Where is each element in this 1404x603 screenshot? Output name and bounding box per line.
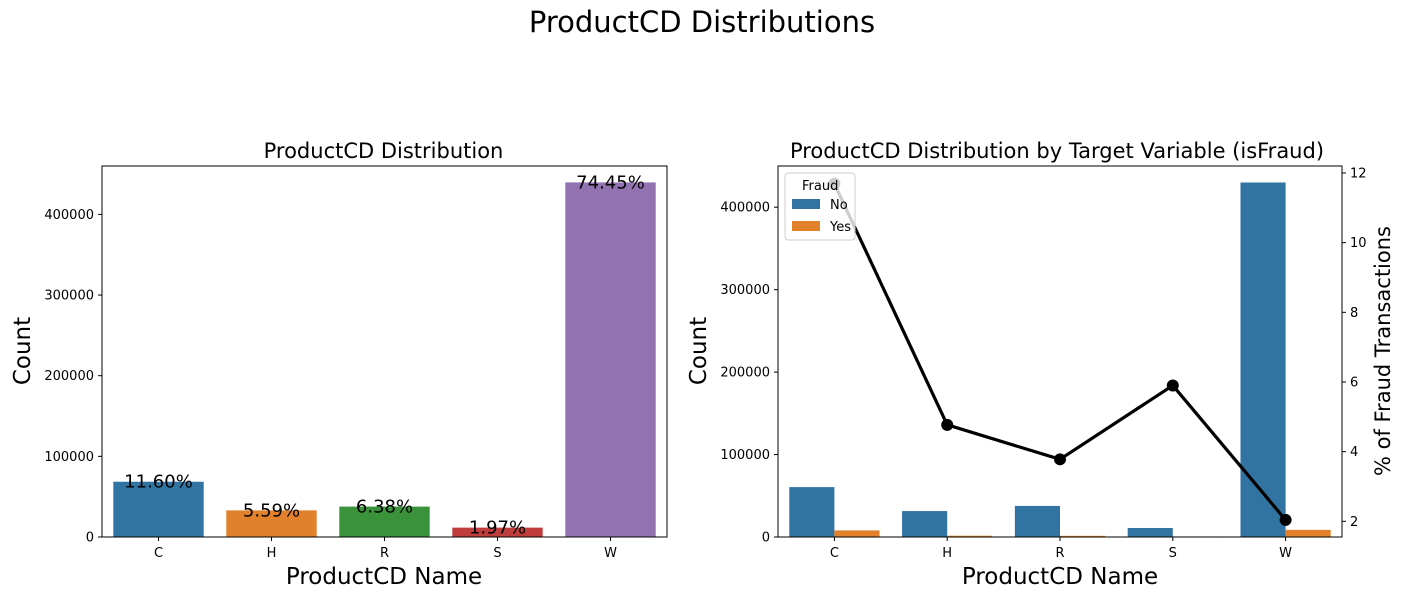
legend-label-no: No bbox=[830, 198, 848, 213]
x-axis-label: ProductCD Name bbox=[962, 564, 1158, 590]
y-axis-label: Count bbox=[686, 317, 712, 385]
fraud-percentage-line bbox=[828, 177, 1292, 526]
plot-frame bbox=[777, 165, 1343, 538]
x-axis-label: ProductCD Name bbox=[286, 564, 482, 590]
y-tick-label: 0 bbox=[762, 531, 770, 546]
bar-label-S: 1.97% bbox=[469, 518, 526, 539]
x-tick-label: S bbox=[1169, 546, 1177, 561]
fraud-line-path bbox=[832, 183, 1287, 521]
x-tick-label: H bbox=[267, 546, 277, 561]
x-tick-label: W bbox=[604, 546, 617, 561]
bar-H-no bbox=[902, 511, 948, 537]
bar-C-yes bbox=[834, 530, 880, 537]
bar-label-R: 6.38% bbox=[356, 497, 413, 518]
x-tick-label: R bbox=[1055, 546, 1064, 561]
legend-title: Fraud bbox=[802, 179, 838, 194]
bar-S-no bbox=[1127, 527, 1173, 537]
y2-tick-label: 6 bbox=[1350, 375, 1358, 390]
bar-label-group: 11.60% 5.59% 6.38% 1.97% 74.45% bbox=[124, 172, 645, 538]
y2-tick-label: 4 bbox=[1350, 445, 1358, 460]
bar-C bbox=[113, 481, 204, 537]
x-tick-label: S bbox=[493, 546, 501, 561]
bar-R-yes bbox=[1060, 535, 1106, 537]
bar-C-no bbox=[789, 487, 835, 537]
fraud-point-S bbox=[1166, 379, 1179, 392]
bar-W-no bbox=[1240, 182, 1286, 537]
y2-axis-ticks: 2 4 6 8 10 12 bbox=[1342, 166, 1367, 530]
x-tick-label: C bbox=[830, 546, 839, 561]
bar-label-W: 74.45% bbox=[576, 172, 645, 193]
legend-swatch-no bbox=[792, 199, 820, 209]
x-tick-label: C bbox=[154, 546, 163, 561]
chart-title: ProductCD Distribution bbox=[264, 139, 504, 163]
chart-productcd-distribution: ProductCD Distribution 11.60%5.59% 6.38%1… bbox=[10, 139, 668, 590]
bar-R-no bbox=[1014, 505, 1060, 537]
y-tick-label: 200000 bbox=[720, 366, 770, 381]
bar-H bbox=[226, 510, 317, 537]
y2-axis-label: % of Fraud Transactions bbox=[1371, 226, 1395, 476]
y2-tick-label: 2 bbox=[1350, 515, 1358, 530]
y-tick-label: 300000 bbox=[720, 283, 770, 298]
bar-S bbox=[452, 527, 543, 537]
legend-swatch-yes bbox=[792, 221, 820, 231]
fraud-point-R bbox=[1054, 453, 1066, 466]
bar-W bbox=[565, 182, 656, 537]
chart-productcd-by-fraud: ProductCD Distribution by Target Variabl… bbox=[686, 139, 1395, 590]
x-tick-label: H bbox=[942, 546, 952, 561]
y2-tick-label: 12 bbox=[1350, 166, 1367, 181]
legend: Fraud No Yes bbox=[784, 172, 856, 241]
y-tick-label: 400000 bbox=[720, 201, 770, 216]
y-axis-ticks: 0 100000 200000 300000 400000 bbox=[720, 201, 778, 546]
x-tick-label: R bbox=[380, 546, 389, 561]
y-axis-label: Count bbox=[10, 317, 36, 385]
bar-label-H: 5.59% bbox=[243, 500, 300, 521]
bar-R bbox=[339, 506, 430, 537]
fraud-point-W bbox=[1279, 513, 1292, 526]
y-tick-label: 100000 bbox=[720, 448, 770, 463]
bar-H-yes bbox=[947, 535, 993, 537]
bar-group bbox=[789, 182, 1331, 537]
y-tick-label: 0 bbox=[86, 531, 94, 546]
y2-tick-label: 10 bbox=[1350, 236, 1367, 251]
bar-group bbox=[113, 182, 656, 537]
figure-suptitle: ProductCD Distributions bbox=[529, 5, 875, 39]
y-tick-label: 100000 bbox=[44, 450, 94, 465]
bar-label-C: 11.60% bbox=[124, 472, 193, 493]
y-tick-label: 200000 bbox=[44, 369, 94, 384]
y2-tick-label: 8 bbox=[1350, 306, 1358, 321]
bar-W-yes bbox=[1285, 529, 1331, 537]
y-axis-ticks: 0 100000 200000 300000 400000 bbox=[44, 208, 102, 546]
chart-title: ProductCD Distribution by Target Variabl… bbox=[790, 139, 1324, 163]
legend-label-yes: Yes bbox=[829, 220, 851, 235]
plot-frame bbox=[101, 165, 668, 538]
y-tick-label: 300000 bbox=[44, 289, 94, 304]
y-tick-label: 400000 bbox=[44, 208, 94, 223]
x-tick-label: W bbox=[1279, 546, 1292, 561]
fraud-point-H bbox=[941, 418, 954, 431]
